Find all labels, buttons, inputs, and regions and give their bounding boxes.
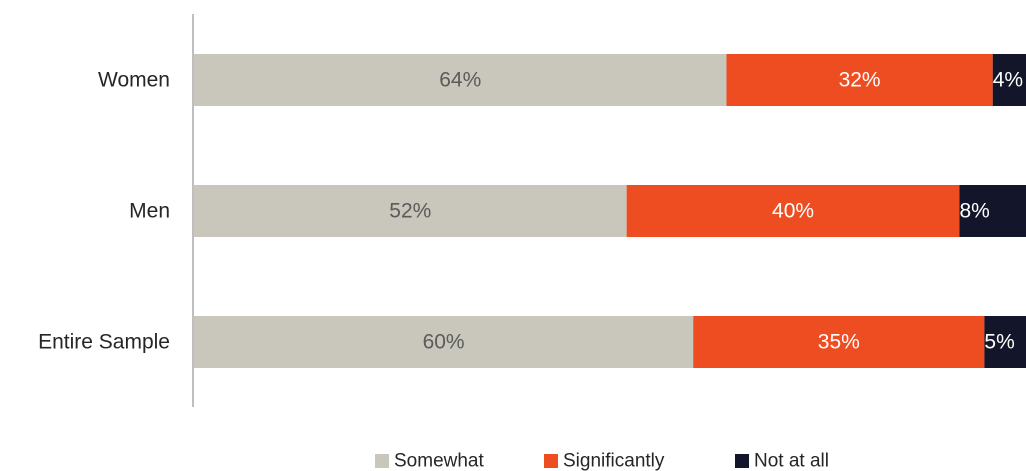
- data-label-women-somewhat: 64%: [439, 69, 481, 92]
- bar-men-somewhat: [194, 185, 627, 237]
- bar-entire-sample-not-at-all: [984, 316, 1026, 368]
- legend-swatch-not-at-all: [735, 454, 749, 468]
- bar-men-not-at-all: [959, 185, 1026, 237]
- data-label-entire-sample-not-at-all: 5%: [984, 331, 1014, 354]
- category-label-women: Women: [98, 69, 170, 92]
- data-label-entire-sample-somewhat: 60%: [423, 331, 465, 354]
- bar-men-significantly: [626, 185, 960, 237]
- data-label-men-significantly: 40%: [772, 200, 814, 223]
- bar-women-significantly: [726, 54, 993, 106]
- legend-item-not-at-all: Not at all: [735, 451, 829, 471]
- data-label-men-somewhat: 52%: [389, 200, 431, 223]
- chart-legend: Somewhat Significantly Not at all: [375, 451, 829, 471]
- category-label-entire-sample: Entire Sample: [38, 331, 170, 354]
- labels-layer: Women 64% 32% 4% Men 52% 40% 8% Entire Sample 60%…: [38, 69, 1023, 354]
- data-label-women-significantly: 32%: [839, 69, 881, 92]
- bar-entire-sample-significantly: [693, 316, 985, 368]
- legend-swatch-somewhat: [375, 454, 389, 468]
- legend-item-somewhat: Somewhat: [375, 451, 484, 471]
- bar-women-somewhat: [194, 54, 727, 106]
- bar-women-not-at-all: [992, 54, 1026, 106]
- legend-item-significantly: Significantly: [544, 451, 665, 471]
- bars-layer: [194, 54, 1026, 368]
- data-label-men-not-at-all: 8%: [959, 200, 989, 223]
- legend-label-significantly: Significantly: [563, 451, 665, 471]
- legend-swatch-significantly: [544, 454, 558, 468]
- legend-label-somewhat: Somewhat: [394, 451, 484, 471]
- category-label-men: Men: [129, 200, 170, 223]
- data-label-women-not-at-all: 4%: [993, 69, 1023, 92]
- data-label-entire-sample-significantly: 35%: [818, 331, 860, 354]
- bar-entire-sample-somewhat: [194, 316, 694, 368]
- legend-label-not-at-all: Not at all: [754, 451, 829, 471]
